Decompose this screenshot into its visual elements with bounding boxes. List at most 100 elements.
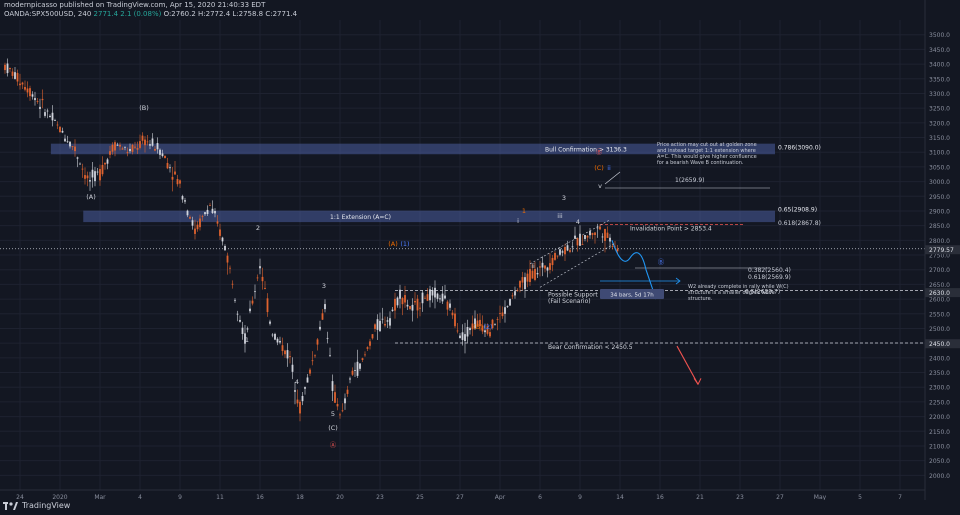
- price-tick-label: 3250.0: [929, 106, 950, 113]
- candle-body: [129, 148, 131, 152]
- candle-body: [331, 381, 334, 391]
- candle-body: [459, 335, 461, 339]
- candle-body: [601, 236, 604, 238]
- candle-body: [604, 228, 606, 241]
- candle-body: [46, 110, 49, 112]
- candle-body: [134, 146, 136, 148]
- candle-body: [471, 323, 474, 330]
- candle-body: [404, 295, 406, 303]
- candle-body: [501, 312, 504, 317]
- channel-line: [539, 242, 616, 288]
- candle-body: [94, 171, 96, 182]
- price-badge: [925, 288, 960, 298]
- fib-label: 0.618(2569.9): [748, 274, 791, 281]
- candle-body: [549, 263, 551, 270]
- price-tick-label: 2800.0: [929, 238, 950, 245]
- wave-label: iii: [557, 212, 563, 220]
- candle-body: [76, 157, 79, 159]
- candle-body: [534, 268, 536, 280]
- candle-body: [616, 248, 619, 252]
- candle-body: [61, 130, 64, 133]
- candle-body: [321, 313, 324, 320]
- candle-body: [104, 162, 106, 165]
- candle-body: [491, 319, 494, 329]
- wave-label: (1): [400, 240, 409, 248]
- measure-arrowhead: [675, 277, 681, 285]
- candle-body: [11, 71, 14, 76]
- wave-label: 3: [322, 282, 326, 290]
- price-tick-label: 2350.0: [929, 370, 950, 377]
- candle-body: [254, 291, 256, 293]
- candle-body: [414, 300, 416, 303]
- price-tick-label: 2300.0: [929, 385, 950, 392]
- candle-body: [416, 298, 419, 311]
- candle-body: [439, 298, 441, 300]
- candle-body: [419, 307, 421, 309]
- candle-body: [469, 328, 471, 331]
- publisher-line: modernpicasso published on TradingView.c…: [4, 1, 266, 9]
- candle-body: [204, 212, 206, 215]
- candle-body: [369, 341, 371, 346]
- candle-body: [551, 257, 554, 266]
- candle-body: [119, 144, 121, 147]
- candlestick-series: [4, 58, 619, 422]
- candle-body: [421, 292, 424, 304]
- zone-right-label-2: 0.618(2867.8): [778, 220, 821, 227]
- candle-body: [291, 364, 294, 372]
- candle-body: [589, 231, 591, 236]
- candle-body: [356, 361, 359, 376]
- candle-body: [234, 299, 236, 301]
- candle-body: [319, 326, 321, 330]
- last-price: 2771.4: [93, 10, 119, 18]
- candle-body: [511, 295, 514, 297]
- price-badge-label: 2630.0: [929, 290, 950, 297]
- time-tick-label: 23: [736, 494, 744, 500]
- candle-body: [251, 300, 254, 304]
- candle-body: [576, 238, 579, 246]
- candle-body: [4, 64, 6, 71]
- candle-body: [236, 313, 239, 315]
- annotation-note: Price action may cut out at golden zone: [657, 142, 757, 148]
- price-badge: [925, 245, 960, 255]
- wave-label: (B): [139, 104, 149, 112]
- wave-label: Ⓐ: [330, 441, 337, 449]
- candle-body: [74, 146, 76, 152]
- candle-body: [361, 358, 364, 360]
- candle-body: [59, 126, 61, 133]
- candle-body: [559, 249, 561, 255]
- candle-body: [31, 94, 34, 97]
- candle-body: [209, 205, 211, 206]
- candle-body: [99, 168, 101, 181]
- price-tick-label: 2050.0: [929, 458, 950, 465]
- candle-body: [149, 144, 151, 146]
- time-tick-label: 21: [696, 494, 704, 500]
- candle-body: [444, 295, 446, 299]
- candle-body: [586, 235, 589, 238]
- candle-body: [591, 233, 594, 235]
- wave-label: (B): [473, 323, 483, 331]
- candle-body: [174, 171, 176, 175]
- candle-body: [309, 369, 311, 374]
- price-tick-label: 3400.0: [929, 62, 950, 69]
- candle-body: [344, 398, 346, 404]
- projection-red-arrowhead: [693, 378, 702, 386]
- candle-body: [494, 323, 496, 325]
- tradingview-brand[interactable]: TradingView: [2, 499, 70, 511]
- wave-label: (C): [594, 164, 604, 172]
- candle-body: [6, 63, 9, 74]
- candle-body: [239, 319, 241, 322]
- candle-body: [259, 266, 261, 269]
- candle-body: [436, 293, 439, 299]
- candle-body: [479, 319, 481, 327]
- candle-body: [89, 180, 91, 182]
- candle-body: [339, 414, 341, 416]
- candle-body: [474, 318, 476, 329]
- candle-body: [409, 306, 411, 309]
- candle-body: [294, 390, 296, 392]
- candle-body: [354, 370, 356, 372]
- candle-body: [241, 327, 244, 335]
- price-tick-label: 2250.0: [929, 399, 950, 406]
- candle-body: [564, 246, 566, 255]
- price-chart[interactable]: Bull Confirmation > 3136.3 0.786(3090.0) 1…: [0, 0, 960, 500]
- candle-body: [229, 267, 231, 269]
